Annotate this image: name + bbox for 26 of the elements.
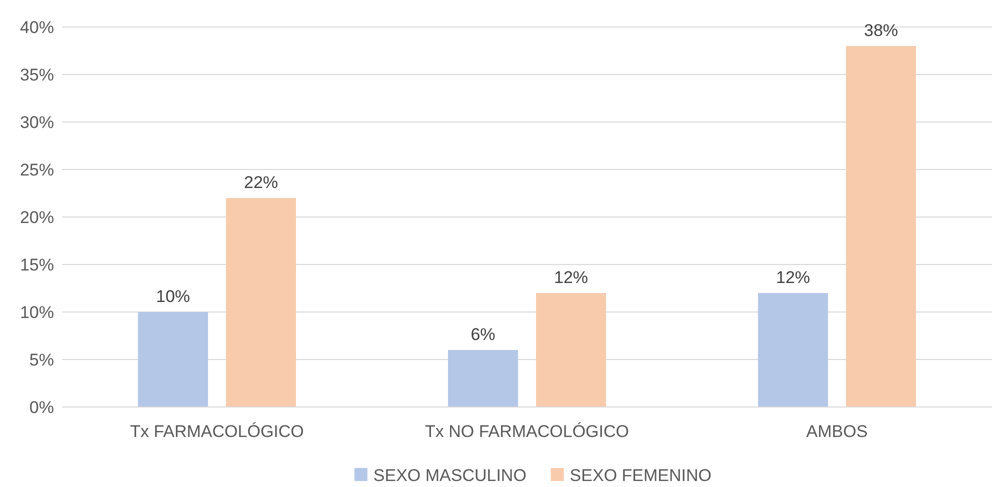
x-tick-label: Tx NO FARMACOLÓGICO	[424, 422, 630, 441]
bar	[226, 198, 296, 407]
y-tick-label: 5%	[29, 350, 54, 370]
y-tick-label: 40%	[20, 18, 54, 37]
data-label: 10%	[156, 287, 190, 306]
data-label: 12%	[554, 268, 588, 287]
legend-label: SEXO MASCULINO	[373, 466, 526, 485]
y-tick-label: 30%	[20, 112, 54, 132]
data-label: 6%	[470, 325, 496, 344]
y-tick-label: 15%	[20, 255, 54, 274]
data-label: 12%	[776, 268, 810, 287]
y-tick-label: 10%	[20, 302, 54, 322]
y-tick-label: 0%	[29, 398, 54, 417]
x-tick-label: Tx FARMACOLÓGICO	[130, 422, 304, 441]
x-tick-label: AMBOS	[806, 422, 868, 441]
legend-label: SEXO FEMENINO	[570, 466, 712, 485]
bar	[138, 312, 208, 407]
bar	[448, 350, 518, 407]
bar	[846, 46, 916, 407]
y-tick-label: 20%	[20, 208, 54, 227]
y-tick-label: 25%	[20, 160, 54, 180]
y-tick-label: 35%	[20, 65, 54, 84]
data-label: 38%	[864, 21, 898, 40]
bar	[758, 293, 828, 407]
data-label: 22%	[244, 173, 278, 192]
bar	[536, 293, 606, 407]
